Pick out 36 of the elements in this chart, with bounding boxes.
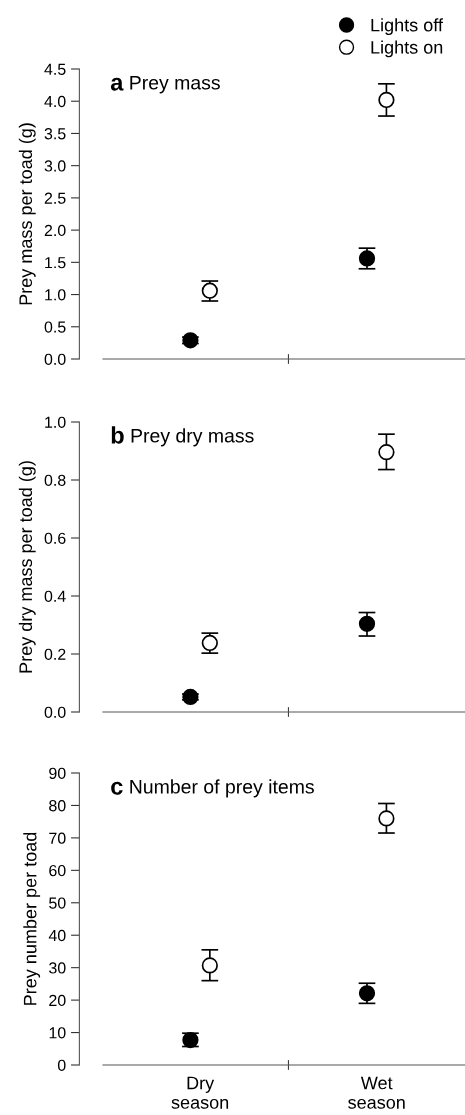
y-tick-label: 1.0 (45, 416, 66, 428)
y-tick-label: 0.6 (44, 532, 66, 544)
y-axis-title: Prey number per toad (23, 832, 41, 1005)
y-tick-label: 3.5 (44, 128, 66, 140)
y-tick-label: 2.0 (44, 224, 66, 237)
y-tick-label: 10 (49, 1027, 66, 1039)
y-tick-label: 80 (49, 800, 66, 812)
y-tick-label: 90 (49, 767, 66, 779)
chart-title: c Number of prey items (111, 779, 314, 798)
legend-label: Lights on (371, 40, 443, 58)
x-tick-label: Dry season (171, 1076, 229, 1109)
y-axis-title: Prey mass per toad (g) (18, 123, 36, 305)
y-tick-label: 40 (48, 929, 66, 942)
chart-title: a Prey mass (110, 76, 220, 94)
y-tick-label: 1.0 (45, 289, 66, 301)
y-tick-label: 0.0 (44, 706, 66, 718)
y-tick-label: 0 (57, 1059, 66, 1071)
y-tick-label: 0.4 (44, 590, 66, 602)
y-tick-label: 60 (49, 864, 66, 877)
y-tick-label: 50 (49, 897, 66, 909)
y-tick-label: 0.2 (44, 648, 66, 660)
y-tick-label: 70 (49, 832, 66, 844)
y-tick-label: 0.0 (44, 353, 66, 365)
y-axis-title: Prey dry mass per toad (g) (18, 461, 36, 673)
chart-title: b Prey dry mass (111, 426, 254, 447)
y-tick-label: 4.5 (44, 63, 66, 75)
y-tick-label: 0.5 (44, 321, 66, 333)
y-tick-label: 0.8 (44, 474, 66, 486)
y-tick-label: 3.0 (44, 160, 66, 172)
y-tick-label: 1.5 (45, 257, 66, 269)
legend-label: Lights off (371, 18, 444, 36)
y-tick-label: 2.5 (44, 192, 66, 204)
x-tick-label: Wet season (348, 1076, 405, 1109)
y-tick-label: 30 (49, 962, 66, 974)
y-tick-label: 20 (49, 994, 66, 1007)
y-tick-label: 4.0 (44, 95, 66, 108)
